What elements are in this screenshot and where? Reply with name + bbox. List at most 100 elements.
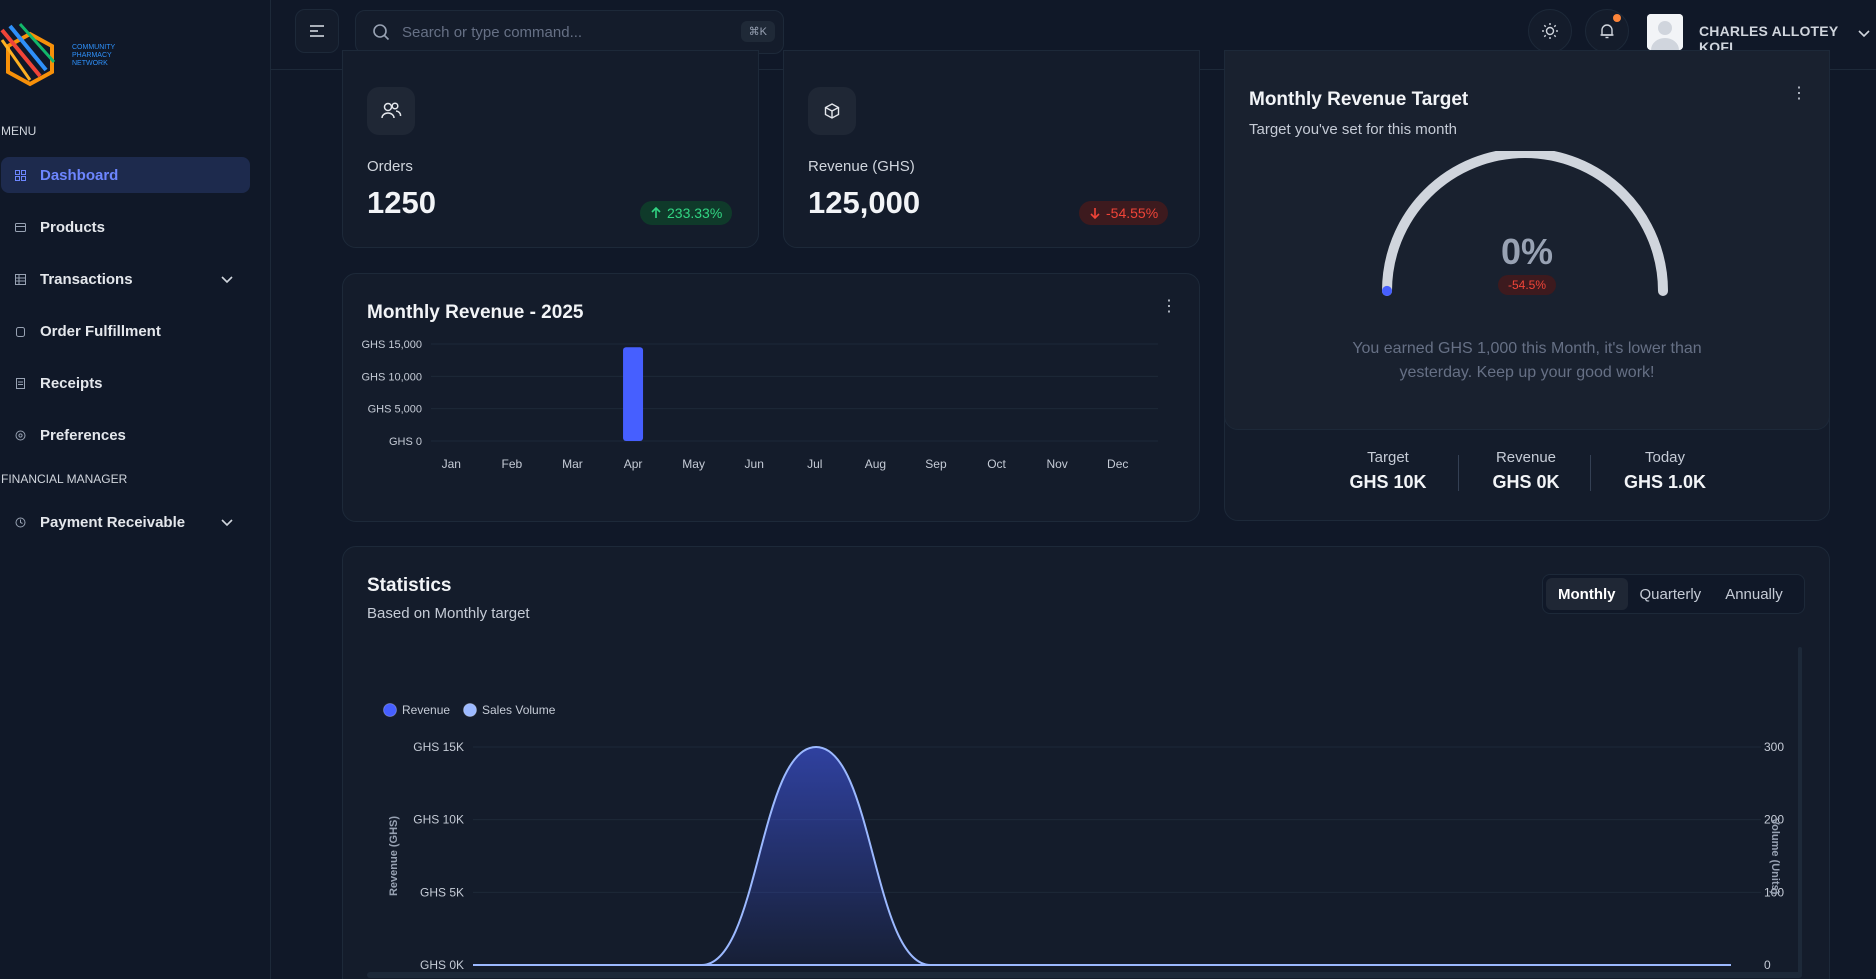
arrow-up-icon — [651, 207, 661, 218]
avatar[interactable] — [1647, 14, 1683, 50]
y-tick-label: GHS 10K — [413, 813, 464, 827]
chevron-down-icon[interactable] — [1857, 26, 1871, 40]
monthly-revenue-card: Monthly Revenue - 2025 ⋮ GHS 0 GHS 5,000 G… — [342, 273, 1200, 522]
y-tick-label: GHS 15K — [413, 740, 464, 754]
sidebar-toggle-button[interactable] — [295, 9, 339, 53]
orders-card: Orders 1250 233.33% — [342, 50, 759, 248]
stat-divider — [1458, 455, 1459, 491]
statistics-hscrollbar[interactable] — [367, 972, 1802, 978]
statistics-scrollbar[interactable] — [1798, 647, 1802, 977]
grid-icon — [15, 169, 26, 181]
sidebar-item-products[interactable]: Products — [1, 209, 250, 245]
notification-dot — [1613, 14, 1621, 22]
sidebar-item-label: Products — [40, 218, 106, 236]
bar-chart-title: Monthly Revenue - 2025 — [367, 302, 584, 323]
y-tick-label: GHS 0 — [389, 436, 422, 448]
search-input[interactable] — [402, 23, 722, 41]
x-tick-label: Feb — [502, 457, 523, 471]
target-card-subtitle: Target you've set for this month — [1249, 121, 1457, 138]
gauge-track — [1382, 151, 1668, 296]
target-stat-revenue: Revenue GHS 0K — [1492, 449, 1560, 492]
orders-icon-box — [367, 87, 415, 135]
sidebar-item-label: Dashboard — [40, 166, 119, 184]
sidebar-item-label: Receipts — [40, 374, 103, 392]
target-delta-wrap: -54.5% — [1225, 275, 1829, 295]
search-shortcut-badge: ⌘K — [740, 21, 775, 42]
tab-annually[interactable]: Annually — [1725, 585, 1783, 603]
sidebar-item-order-fulfillment[interactable]: Order Fulfillment — [1, 313, 250, 349]
x-tick-label: Sep — [925, 457, 947, 471]
legend-label: Revenue — [402, 703, 450, 717]
brand-logo[interactable]: COMMUNITY PHARMACY NETWORK — [0, 20, 130, 92]
tab-quarterly[interactable]: Quarterly — [1639, 585, 1702, 603]
sidebar-item-label: Order Fulfillment — [40, 322, 161, 340]
target-delta-badge: -54.5% — [1497, 275, 1557, 295]
legend-swatch — [383, 703, 397, 717]
table-icon — [15, 273, 26, 285]
clock-icon — [15, 517, 26, 528]
bell-icon — [1600, 24, 1614, 39]
sun-icon — [1542, 23, 1558, 39]
target-percent: 0% — [1500, 231, 1554, 272]
y2-tick-label: 0 — [1764, 958, 1771, 972]
bar — [623, 347, 644, 441]
revenue-gauge — [1382, 151, 1668, 296]
statistics-card: Statistics Based on Monthly target Reven… — [342, 546, 1830, 979]
y-axis-label: Revenue (GHS) — [388, 816, 400, 896]
revenue-change-value: -54.55% — [1106, 205, 1159, 221]
theme-toggle-button[interactable] — [1528, 9, 1572, 53]
revenue-area — [473, 747, 1731, 965]
gear-icon — [15, 430, 26, 441]
x-tick-label: Oct — [987, 457, 1006, 471]
revenue-line — [473, 745, 1731, 966]
users-icon — [381, 102, 402, 119]
orders-value: 1250 — [367, 185, 436, 220]
x-tick-label: Nov — [1046, 457, 1067, 471]
x-tick-label: Aug — [865, 457, 886, 471]
target-message: You earned GHS 1,000 this Month, it's lo… — [1352, 340, 1702, 381]
x-tick-label: May — [682, 457, 705, 471]
legend-swatch — [463, 703, 477, 717]
y2-tick-label: 100 — [1764, 885, 1784, 899]
orders-change-badge: 233.33% — [640, 201, 733, 225]
y2-tick-label: 300 — [1764, 740, 1784, 754]
menu-heading: MENU — [1, 124, 37, 138]
sidebar-item-transactions[interactable]: Transactions — [1, 261, 250, 297]
statistics-area-chart: Revenue Sales Volume GHS 0K GHS 5K GHS 10K GH… — [383, 703, 1784, 972]
cube-icon — [824, 103, 840, 119]
notifications-button[interactable] — [1585, 9, 1629, 53]
target-gauge-panel: Monthly Revenue Target Target you've set… — [1224, 50, 1830, 430]
revenue-change-badge: -54.55% — [1079, 201, 1169, 225]
receipt-icon — [15, 377, 26, 389]
x-tick-label: Mar — [562, 457, 583, 471]
sidebar: COMMUNITY PHARMACY NETWORK MENU Dashboar… — [0, 0, 271, 979]
sidebar-item-label: Payment Receivable — [40, 513, 186, 531]
x-tick-label: Jan — [442, 457, 461, 471]
financial-manager-heading: FINANCIAL MANAGER — [1, 472, 128, 486]
revenue-value: 125,000 — [808, 185, 921, 220]
revenue-icon-box — [808, 87, 856, 135]
orders-change-value: 233.33% — [667, 205, 723, 221]
statistics-period-tabs: Monthly Quarterly Annually — [1542, 574, 1805, 614]
more-options-icon[interactable]: ⋮ — [1161, 298, 1177, 315]
tab-monthly[interactable]: Monthly — [1546, 578, 1628, 610]
legend-label: Sales Volume — [482, 703, 556, 717]
target-card-title: Monthly Revenue Target — [1249, 89, 1469, 110]
x-tick-label: Apr — [624, 457, 643, 471]
y-tick-label: GHS 15,000 — [361, 339, 422, 351]
sidebar-item-receipts[interactable]: Receipts — [1, 365, 250, 401]
statistics-title: Statistics — [367, 575, 452, 596]
x-tick-label: Jun — [745, 457, 764, 471]
y-tick-label: GHS 10,000 — [361, 371, 422, 383]
x-tick-label: Dec — [1107, 457, 1128, 471]
sidebar-item-payment-receivable[interactable]: Payment Receivable — [1, 504, 250, 540]
x-tick-label: Jul — [807, 457, 822, 471]
more-options-icon[interactable]: ⋮ — [1791, 85, 1807, 102]
y-tick-label: GHS 0K — [420, 958, 464, 972]
sidebar-item-preferences[interactable]: Preferences — [1, 417, 250, 453]
stat-divider — [1590, 455, 1591, 491]
statistics-subtitle: Based on Monthly target — [367, 605, 530, 622]
clipboard-icon — [15, 326, 26, 337]
sidebar-item-label: Preferences — [40, 426, 126, 444]
sidebar-item-dashboard[interactable]: Dashboard — [1, 157, 250, 193]
